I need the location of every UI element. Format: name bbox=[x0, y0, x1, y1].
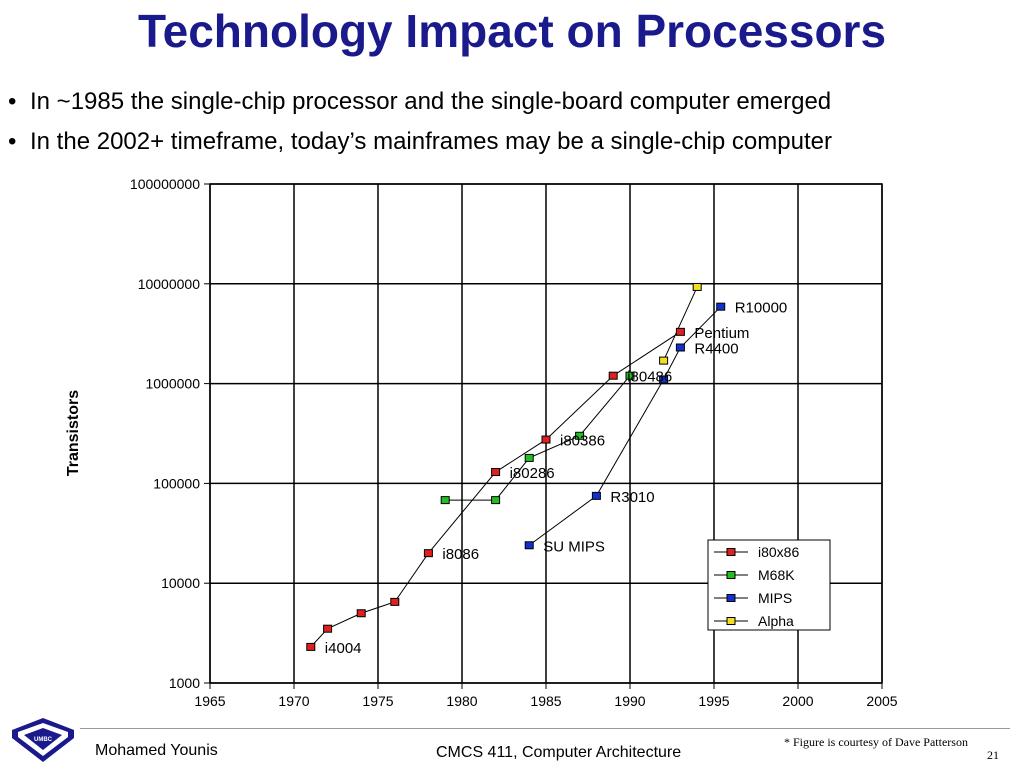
point-label: R4400 bbox=[694, 340, 738, 357]
legend-marker bbox=[726, 571, 736, 579]
data-point-i80x86 bbox=[675, 327, 685, 336]
footer-divider bbox=[80, 728, 1010, 729]
legend-label: Alpha bbox=[758, 613, 794, 629]
bullet-dot: • bbox=[8, 128, 17, 155]
data-point-m68k bbox=[440, 496, 450, 505]
data-point-i80x86 bbox=[423, 549, 433, 558]
bullet-text: In ~1985 the single-chip processor and t… bbox=[30, 88, 832, 115]
bullet-list: • In ~1985 the single-chip processor and … bbox=[8, 82, 832, 162]
data-point-alpha bbox=[692, 282, 702, 291]
legend-marker bbox=[726, 594, 736, 602]
legend-label: MIPS bbox=[758, 590, 792, 606]
data-point-m68k bbox=[625, 371, 635, 380]
point-label: Pentium bbox=[694, 325, 749, 342]
bullet-item: • In ~1985 the single-chip processor and … bbox=[8, 82, 832, 122]
data-point-mips bbox=[591, 491, 601, 500]
data-point-mips bbox=[716, 302, 726, 311]
y-tick-label: 1000 bbox=[169, 675, 200, 691]
x-tick-label: 1985 bbox=[530, 693, 561, 709]
bullet-text: In the 2002+ timeframe, today’s mainfram… bbox=[30, 128, 832, 155]
data-point-i80x86 bbox=[608, 371, 618, 380]
bullet-item: • In the 2002+ timeframe, today’s mainfra… bbox=[8, 122, 832, 162]
x-tick-label: 1965 bbox=[194, 693, 225, 709]
data-point-mips bbox=[659, 375, 669, 384]
x-tick-label: 1995 bbox=[698, 693, 729, 709]
x-tick-label: 2005 bbox=[866, 693, 897, 709]
point-label: i80386 bbox=[560, 433, 605, 450]
y-tick-label: 10000000 bbox=[138, 276, 201, 292]
point-label: i4004 bbox=[325, 640, 362, 657]
data-point-i80x86 bbox=[323, 624, 333, 633]
data-point-m68k bbox=[524, 453, 534, 462]
legend-marker bbox=[726, 548, 736, 556]
svg-text:UMBC: UMBC bbox=[34, 737, 53, 743]
x-tick-label: 2000 bbox=[782, 693, 813, 709]
point-label: i80486 bbox=[627, 369, 672, 386]
legend-label: M68K bbox=[758, 567, 795, 583]
data-point-m68k bbox=[491, 496, 501, 505]
y-tick-label: 10000 bbox=[161, 575, 200, 591]
figure-credit: * Figure is courtesy of Dave Patterson bbox=[784, 735, 968, 749]
data-point-i80x86 bbox=[356, 609, 366, 618]
y-axis-label: Transistors bbox=[65, 390, 82, 476]
series-line-alpha bbox=[663, 286, 698, 361]
umbc-logo-icon: UMBC bbox=[12, 718, 74, 762]
point-label: R3010 bbox=[610, 489, 654, 506]
data-point-m68k bbox=[575, 431, 585, 440]
data-point-i80x86 bbox=[306, 642, 316, 651]
footer-course: CMCS 411, Computer Architecture bbox=[436, 744, 682, 761]
point-label: i80286 bbox=[510, 465, 555, 482]
bullet-dot: • bbox=[8, 88, 17, 115]
footer-author: Mohamed Younis bbox=[95, 742, 218, 759]
legend-marker bbox=[726, 617, 736, 625]
data-point-i80x86 bbox=[541, 435, 551, 444]
point-label: R10000 bbox=[735, 300, 788, 317]
legend-label: i80x86 bbox=[758, 544, 799, 560]
y-tick-label: 1000000 bbox=[145, 376, 200, 392]
x-tick-label: 1975 bbox=[362, 693, 393, 709]
y-tick-label: 100000 bbox=[153, 475, 200, 491]
data-point-i80x86 bbox=[491, 468, 501, 477]
point-label: SU MIPS bbox=[543, 538, 605, 555]
slide-title: Technology Impact on Processors bbox=[137, 5, 887, 57]
point-label: i8086 bbox=[442, 546, 479, 563]
data-point-mips bbox=[675, 343, 685, 352]
x-tick-label: 1990 bbox=[614, 693, 645, 709]
data-point-mips bbox=[524, 541, 534, 550]
x-tick-label: 1970 bbox=[278, 693, 309, 709]
data-point-alpha bbox=[659, 356, 669, 365]
data-point-i80x86 bbox=[390, 597, 400, 606]
y-tick-label: 100000000 bbox=[130, 176, 200, 192]
x-tick-label: 1980 bbox=[446, 693, 477, 709]
page-number: 21 bbox=[987, 748, 999, 762]
